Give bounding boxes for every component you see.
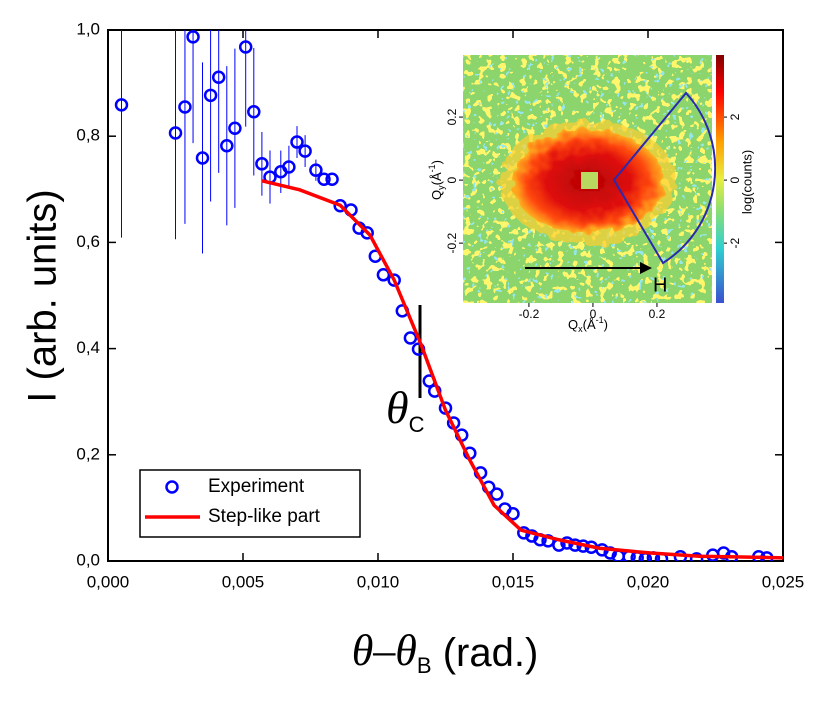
heatmap-beamstop — [579, 170, 600, 191]
data-point — [195, 151, 210, 165]
data-point — [360, 226, 374, 240]
y-axis-label: I (arb. units) — [21, 189, 65, 402]
data-point — [298, 144, 312, 158]
data-point — [376, 268, 391, 282]
data-point — [387, 273, 401, 287]
legend-label: Step-like part — [208, 506, 321, 527]
x-tick-label: 0,025 — [762, 572, 805, 591]
colorbar-tick-label: -2 — [728, 237, 742, 248]
colorbar — [716, 55, 724, 303]
label-part: y — [436, 185, 446, 190]
data-point — [168, 126, 183, 140]
inset-x-tick-label: 0 — [590, 307, 597, 321]
data-point — [114, 98, 129, 112]
inset-x-tick-label: -0.2 — [519, 307, 540, 321]
legend-box — [139, 469, 361, 538]
inset-y-label: Qy(Å-1) — [427, 160, 446, 200]
data-point — [228, 121, 242, 135]
x-tick-label: 0,010 — [357, 572, 400, 591]
label-part: Q — [568, 317, 578, 332]
data-point — [325, 172, 339, 186]
inset-y-tick-label: -0.2 — [445, 232, 459, 253]
label-part: C — [409, 412, 425, 437]
data-point — [203, 88, 218, 103]
data-point — [403, 331, 418, 345]
data-point — [689, 552, 704, 561]
fit-line — [261, 179, 783, 560]
annotation: θC — [386, 382, 425, 437]
legend-symbol — [165, 480, 179, 494]
label-part: ) — [604, 317, 608, 332]
inset — [463, 55, 724, 303]
x-tick-label: 0,005 — [222, 572, 265, 591]
plot-area — [114, 30, 783, 561]
y-tick-label: 1,0 — [76, 19, 100, 38]
data-point — [333, 199, 347, 213]
field-label: H — [653, 274, 667, 296]
label-part: Q — [429, 190, 444, 200]
label-part: ) — [429, 160, 444, 164]
x-tick-label: 0,015 — [492, 572, 535, 591]
data-point — [506, 506, 520, 521]
x-tick-label: 0,020 — [627, 572, 670, 591]
x-tick-label: 0,000 — [87, 572, 130, 591]
data-point — [282, 160, 296, 174]
colorbar-tick-label: 0 — [728, 176, 742, 183]
legend-label: Experiment — [208, 476, 305, 497]
plot-frame — [107, 29, 784, 562]
inset-y-tick-label: 0.2 — [445, 108, 459, 125]
y-tick-label: 0,4 — [76, 338, 100, 357]
y-tick-label: 0,6 — [76, 232, 100, 251]
data-point — [186, 30, 200, 44]
inset-x-tick-label: 0.2 — [649, 307, 666, 321]
data-point — [317, 172, 331, 186]
label-part: (Å — [429, 172, 444, 185]
inset-x-label: Qx(Å-1) — [568, 315, 608, 334]
label-part: B — [417, 653, 432, 678]
data-point — [178, 100, 192, 114]
label-part: θ — [386, 382, 409, 433]
label-part: x — [578, 324, 583, 334]
data-point — [247, 105, 261, 119]
label-part: -1 — [427, 164, 437, 172]
y-tick-label: 0,8 — [76, 126, 100, 145]
data-point — [211, 70, 226, 85]
data-point — [220, 139, 234, 153]
inset-y-tick-label: 0 — [445, 176, 459, 183]
x-axis-label: θ–θB (rad.) — [352, 626, 539, 678]
y-tick-label: 0,2 — [76, 444, 100, 463]
label-part: (rad.) — [432, 631, 539, 675]
label-part: -1 — [596, 315, 604, 325]
integration-sector — [612, 91, 717, 265]
data-point — [255, 157, 269, 171]
data-point — [238, 40, 253, 54]
data-point — [490, 487, 504, 501]
colorbar-tick-label: 2 — [728, 113, 742, 120]
field-arrowhead — [640, 262, 652, 274]
data-point — [290, 135, 304, 149]
label-part: θ–θ — [352, 626, 417, 675]
y-tick-label: 0,0 — [76, 550, 100, 569]
data-point — [309, 163, 323, 177]
colorbar-label: log(counts) — [739, 150, 754, 214]
label-part: (Å — [583, 317, 596, 332]
